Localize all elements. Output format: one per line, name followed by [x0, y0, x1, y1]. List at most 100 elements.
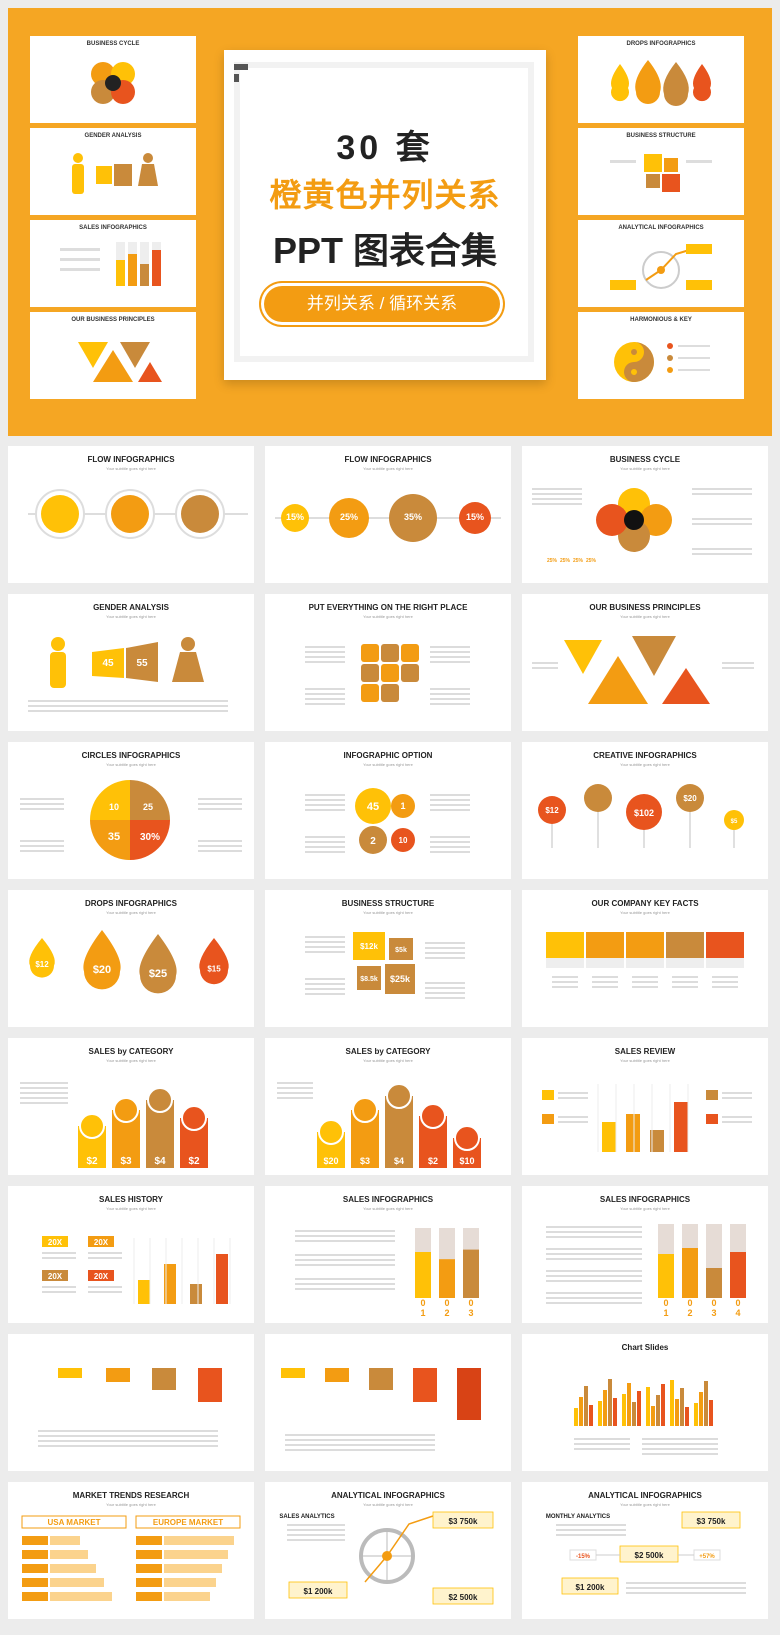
title-frame	[234, 62, 534, 362]
fact-tile	[586, 932, 624, 958]
value-label: $2	[428, 1156, 438, 1166]
bar	[706, 1268, 722, 1298]
text-line	[430, 841, 470, 843]
slide-card[interactable]: FLOW INFOGRAPHICS Your subtitle goes righ…	[8, 446, 254, 583]
puzzle-piece	[381, 684, 399, 702]
slide-card[interactable]: FLOW INFOGRAPHICS Your subtitle goes righ…	[265, 446, 511, 583]
text-line	[642, 1448, 718, 1450]
text-line	[20, 845, 64, 847]
slide-title: BUSINESS STRUCTURE	[341, 899, 435, 908]
slide-card[interactable]: INFOGRAPHIC OPTION Your subtitle goes rig…	[265, 742, 511, 879]
text-line	[305, 846, 345, 848]
text-line	[558, 1121, 588, 1123]
hero-right-thumbs: DROPS INFOGRAPHICS BUSINESS STRUCTURE AN…	[578, 36, 744, 404]
hero-thumb[interactable]: BUSINESS STRUCTURE	[578, 128, 744, 215]
slide-card[interactable]: OUR BUSINESS PRINCIPLES Your subtitle goe…	[522, 594, 768, 731]
slide-card[interactable]: SALES by CATEGORY Your subtitle goes righ…	[265, 1038, 511, 1175]
value-label: 15%	[466, 512, 484, 522]
slide-card[interactable]: BUSINESS STRUCTURE Your subtitle goes rig…	[265, 890, 511, 1027]
hero-thumb[interactable]: OUR BUSINESS PRINCIPLES	[30, 312, 196, 399]
slide-title: OUR COMPANY KEY FACTS	[591, 899, 699, 908]
text-line	[42, 1252, 76, 1254]
slide-card[interactable]: DROPS INFOGRAPHICS Your subtitle goes rig…	[8, 890, 254, 1027]
slide-card[interactable]: SALES by CATEGORY Your subtitle goes righ…	[8, 1038, 254, 1175]
slide-graphic: $2 $3 $4 $2	[20, 1082, 208, 1168]
bar	[58, 1368, 82, 1378]
slide-card[interactable]: SALES REVIEW Your subtitle goes right her…	[522, 1038, 768, 1175]
hero-thumb[interactable]: GENDER ANALYSIS	[30, 128, 196, 215]
fact-tile	[666, 932, 704, 958]
slide-card[interactable]: BUSINESS CYCLE Your subtitle goes right h…	[522, 446, 768, 583]
bar	[699, 1392, 703, 1426]
text-line	[28, 700, 228, 702]
text-line	[430, 656, 470, 658]
value-label: 45	[367, 801, 379, 813]
value-label: 20X	[48, 1272, 63, 1281]
slide-title: SALES INFOGRAPHICS	[599, 1195, 691, 1204]
puzzle-piece	[361, 684, 379, 702]
slide-card[interactable]: 20XX 20XX 20XX 20XX	[8, 1334, 254, 1471]
slide-card[interactable]: OUR COMPANY KEY FACTS Your subtitle goes …	[522, 890, 768, 1027]
hero-thumb[interactable]: SALES INFOGRAPHICS	[30, 220, 196, 307]
slide-card[interactable]: 20XX 20XX 20XX 20XX 20XX	[265, 1334, 511, 1471]
slide-subtitle: Your subtitle goes right here	[106, 1058, 156, 1063]
bar	[675, 1399, 679, 1426]
value-label: $8.5k	[360, 976, 378, 983]
hero-thumb[interactable]: HARMONIOUS & KEY	[578, 312, 744, 399]
value-label: $25	[149, 968, 167, 980]
value-label: $5	[731, 819, 738, 825]
value-label: $25k	[390, 974, 411, 984]
slide-card[interactable]: GENDER ANALYSIS Your subtitle goes right …	[8, 594, 254, 731]
text-line	[430, 703, 470, 705]
slide-card[interactable]: SALES INFOGRAPHICS Your subtitle goes rig…	[265, 1186, 511, 1323]
slide-card[interactable]: CREATIVE INFOGRAPHICS Your subtitle goes …	[522, 742, 768, 879]
bar	[164, 1264, 176, 1304]
slide-subtitle: Your subtitle goes right here	[363, 614, 413, 619]
text-line	[305, 698, 345, 700]
value-label: 25	[143, 802, 153, 812]
value-label: 10	[109, 802, 119, 812]
slide-card[interactable]: SALES HISTORY Your subtitle goes right he…	[8, 1186, 254, 1323]
text-line	[672, 986, 698, 988]
bar	[463, 1249, 479, 1298]
gender-thumb-art	[72, 153, 158, 194]
slide-card[interactable]: SALES INFOGRAPHICS Your subtitle goes rig…	[522, 1186, 768, 1323]
slide-subtitle: Your subtitle goes right here	[106, 614, 156, 619]
text-line	[532, 498, 582, 500]
text-line	[277, 1097, 313, 1099]
slide-graphic: SALES ANALYTICS $3 750k $1 200k $2 500k	[279, 1511, 494, 1605]
hero-thumb[interactable]: DROPS INFOGRAPHICS	[578, 36, 744, 123]
text-line	[425, 997, 465, 999]
text-line	[38, 1430, 218, 1432]
text-line	[285, 1434, 435, 1436]
text-line	[305, 804, 345, 806]
text-line	[532, 493, 582, 495]
slide-card[interactable]: MARKET TRENDS RESEARCH Your subtitle goes…	[8, 1482, 254, 1619]
flow-node-fill	[181, 495, 219, 533]
value-label: $1 200k	[576, 1583, 605, 1592]
hero-subtitle: 橙黄色并列关系	[269, 177, 501, 213]
slide-card[interactable]: ANALYTICAL INFOGRAPHICS Your subtitle goe…	[522, 1482, 768, 1619]
text-line	[712, 981, 738, 983]
slide-card[interactable]: ANALYTICAL INFOGRAPHICS Your subtitle goe…	[265, 1482, 511, 1619]
bar	[281, 1368, 305, 1378]
fact-tile	[546, 932, 584, 958]
slide-graphic: $12k $5k $8.5k $25k	[305, 932, 465, 999]
text-line	[277, 1087, 313, 1089]
text-line	[305, 983, 345, 985]
slide-card[interactable]: PUT EVERYTHING ON THE RIGHT PLACE Your su…	[265, 594, 511, 731]
text-line	[305, 941, 345, 943]
hero-thumb[interactable]: ANALYTICAL INFOGRAPHICS	[578, 220, 744, 307]
slide-card[interactable]: CIRCLES INFOGRAPHICS Your subtitle goes r…	[8, 742, 254, 879]
text-line	[626, 1582, 746, 1584]
bar	[680, 1388, 684, 1426]
text-line	[642, 1453, 718, 1455]
hero-thumb[interactable]: BUSINESS CYCLE	[30, 36, 196, 123]
category-pill[interactable]: 并列关系 / 循环关系	[264, 286, 500, 322]
year-badge	[88, 1236, 114, 1247]
slide-title: SALES by CATEGORY	[345, 1047, 431, 1056]
hero-thumb-title: DROPS INFOGRAPHICS	[626, 41, 696, 47]
slide-card[interactable]: Chart Slides	[522, 1334, 768, 1471]
text-line	[430, 851, 470, 853]
slide-title: ANALYTICAL INFOGRAPHICS	[331, 1491, 445, 1500]
